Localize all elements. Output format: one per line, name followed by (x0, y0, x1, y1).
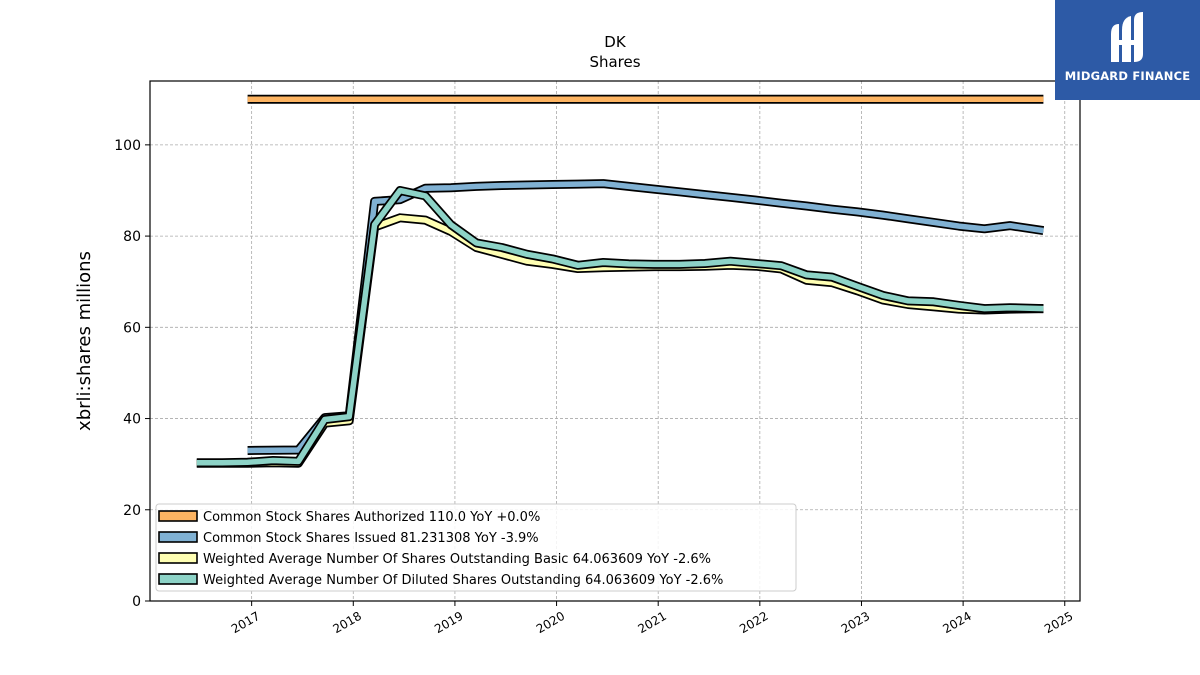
chart-title: DK (604, 33, 627, 51)
legend-frame (155, 503, 797, 592)
series-lines (196, 94, 1045, 468)
y-tick-label: 60 (123, 320, 141, 336)
x-tick-label: 2022 (737, 609, 770, 636)
x-tick-label: 2024 (940, 609, 973, 636)
x-tick-label: 2018 (331, 609, 364, 636)
y-tick-label: 100 (114, 138, 141, 154)
legend-entry: Common Stock Shares Authorized 110.0 YoY… (203, 510, 540, 525)
chart-subtitle: Shares (589, 53, 640, 71)
logo-text: MIDGARD FINANCE (1064, 69, 1191, 83)
legend-swatch (158, 510, 198, 522)
midgard-finance-logo-icon (1111, 12, 1143, 62)
legend-entry: Common Stock Shares Issued 81.231308 YoY… (203, 531, 539, 546)
x-tick-label: 2021 (635, 609, 668, 636)
series-line-common-stock-shares-issued (247, 180, 1044, 454)
legend-swatch (158, 552, 198, 564)
legend-swatch (158, 573, 198, 585)
x-tick-label: 2020 (534, 609, 567, 636)
midgard-finance-logo: MIDGARD FINANCE (1055, 0, 1200, 100)
plot-frame (149, 80, 1081, 602)
series-line-weighted-average-number-of-diluted-shares-outstanding (196, 187, 1044, 466)
y-tick-label: 40 (123, 412, 141, 428)
x-tick-label: 2025 (1042, 609, 1075, 636)
x-tick-label: 2019 (432, 609, 465, 636)
legend-swatch (158, 531, 198, 543)
legend-entry: Weighted Average Number Of Shares Outsta… (203, 552, 711, 567)
y-axis-label: xbrli:shares millions (74, 251, 95, 431)
x-tick-label: 2017 (229, 609, 262, 636)
y-tick-label: 80 (123, 229, 141, 245)
chart-legend: Common Stock Shares Authorized 110.0 YoY… (155, 503, 797, 592)
y-tick-label: 0 (132, 594, 141, 610)
legend-entry: Weighted Average Number Of Diluted Share… (203, 573, 723, 588)
y-tick-label: 20 (123, 503, 141, 519)
x-tick-label: 2023 (839, 609, 872, 636)
